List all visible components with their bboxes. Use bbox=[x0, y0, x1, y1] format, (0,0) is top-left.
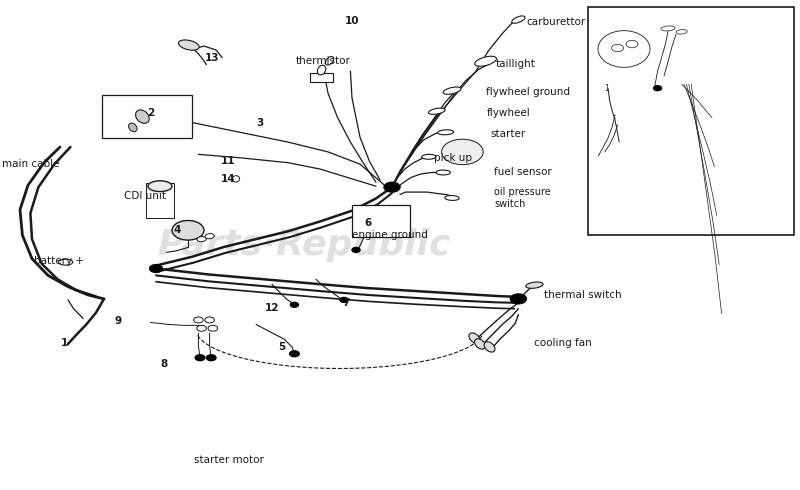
Ellipse shape bbox=[436, 170, 450, 175]
Ellipse shape bbox=[661, 26, 675, 31]
Ellipse shape bbox=[233, 176, 240, 182]
Ellipse shape bbox=[612, 44, 624, 51]
Ellipse shape bbox=[205, 234, 214, 239]
Text: 12: 12 bbox=[265, 303, 279, 313]
Circle shape bbox=[290, 302, 298, 307]
Ellipse shape bbox=[428, 108, 446, 114]
Text: 3: 3 bbox=[256, 118, 264, 127]
Circle shape bbox=[340, 297, 348, 302]
Text: 6: 6 bbox=[364, 218, 372, 228]
Ellipse shape bbox=[197, 237, 206, 242]
Ellipse shape bbox=[443, 87, 461, 94]
Ellipse shape bbox=[474, 339, 486, 349]
Ellipse shape bbox=[512, 16, 525, 23]
Text: starter motor: starter motor bbox=[194, 455, 263, 465]
Text: flywheel ground: flywheel ground bbox=[486, 87, 570, 97]
Circle shape bbox=[195, 355, 205, 361]
Bar bbox=[310, 74, 333, 82]
Bar bbox=[352, 205, 410, 237]
Bar bbox=[146, 183, 174, 218]
Ellipse shape bbox=[626, 40, 638, 48]
Ellipse shape bbox=[194, 317, 203, 323]
Text: 7: 7 bbox=[342, 298, 350, 308]
Text: starter: starter bbox=[490, 129, 526, 139]
Text: ↕: ↕ bbox=[612, 115, 617, 120]
Text: carburettor: carburettor bbox=[526, 17, 586, 26]
Bar bbox=[102, 95, 192, 138]
Text: fuel sensor: fuel sensor bbox=[494, 168, 552, 177]
Text: 9: 9 bbox=[115, 316, 122, 326]
Ellipse shape bbox=[469, 333, 480, 343]
Text: 11: 11 bbox=[221, 156, 235, 166]
Circle shape bbox=[384, 182, 400, 192]
Ellipse shape bbox=[484, 342, 495, 352]
Text: main cable: main cable bbox=[2, 159, 59, 169]
Ellipse shape bbox=[318, 65, 326, 75]
Text: 1: 1 bbox=[60, 338, 68, 348]
Text: thermistor: thermistor bbox=[296, 56, 351, 66]
Ellipse shape bbox=[598, 30, 650, 67]
Ellipse shape bbox=[178, 40, 199, 50]
Ellipse shape bbox=[135, 110, 150, 123]
Circle shape bbox=[654, 86, 662, 91]
Text: pick up: pick up bbox=[434, 153, 472, 163]
Ellipse shape bbox=[148, 181, 172, 192]
Ellipse shape bbox=[676, 29, 687, 34]
Text: 1: 1 bbox=[604, 84, 609, 93]
Ellipse shape bbox=[526, 282, 543, 288]
Ellipse shape bbox=[445, 196, 459, 200]
Text: CDI unit: CDI unit bbox=[124, 191, 166, 201]
Text: 5: 5 bbox=[278, 342, 286, 352]
Circle shape bbox=[352, 247, 360, 252]
Text: 4: 4 bbox=[174, 225, 182, 235]
Text: 13: 13 bbox=[205, 53, 219, 63]
Ellipse shape bbox=[172, 220, 204, 240]
Text: Parts·Republic: Parts·Republic bbox=[158, 228, 450, 262]
Circle shape bbox=[206, 355, 216, 361]
Ellipse shape bbox=[474, 56, 497, 66]
Ellipse shape bbox=[422, 154, 436, 159]
Text: 8: 8 bbox=[160, 359, 168, 368]
Text: cooling fan: cooling fan bbox=[534, 338, 592, 348]
Text: battery +: battery + bbox=[34, 256, 83, 266]
Text: engine ground: engine ground bbox=[352, 230, 428, 240]
Ellipse shape bbox=[129, 123, 137, 132]
Text: 2: 2 bbox=[146, 108, 154, 118]
Text: oil pressure
switch: oil pressure switch bbox=[494, 187, 551, 209]
Ellipse shape bbox=[208, 325, 218, 331]
Text: flywheel: flywheel bbox=[486, 108, 530, 118]
Circle shape bbox=[150, 265, 162, 272]
Circle shape bbox=[290, 351, 299, 357]
Ellipse shape bbox=[197, 325, 206, 331]
Text: thermal switch: thermal switch bbox=[544, 290, 622, 300]
Bar bbox=[588, 7, 794, 235]
Ellipse shape bbox=[326, 56, 334, 65]
Circle shape bbox=[510, 294, 526, 304]
Ellipse shape bbox=[442, 139, 483, 165]
Text: 14: 14 bbox=[221, 174, 235, 184]
Ellipse shape bbox=[438, 130, 454, 135]
Ellipse shape bbox=[205, 317, 214, 323]
Ellipse shape bbox=[58, 259, 73, 265]
Text: 10: 10 bbox=[345, 16, 359, 25]
Text: taillight: taillight bbox=[496, 59, 536, 69]
